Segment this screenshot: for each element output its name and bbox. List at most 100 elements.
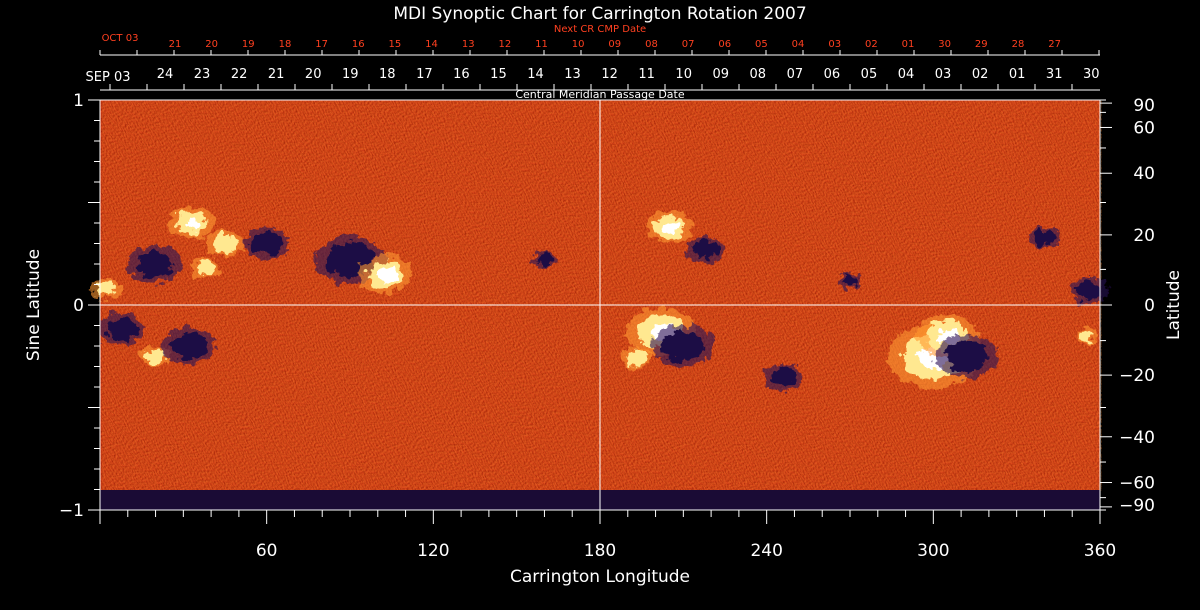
cmp-tick-label: 21 (268, 67, 285, 82)
y-left-tick-label: 1 (73, 91, 84, 111)
y-left-tick-label: 0 (73, 296, 84, 316)
map-noise-light (102, 101, 1102, 491)
cmp-tick-label: 04 (898, 67, 915, 82)
x-axis-label: Carrington Longitude (510, 567, 690, 587)
y-right-tick-label: 0 (1144, 296, 1155, 316)
next-tick-label: 02 (865, 39, 878, 50)
active-region-core (95, 281, 116, 297)
x-tick-label: 120 (417, 541, 449, 561)
active-region-core (251, 232, 283, 255)
next-tick-label: 15 (389, 39, 402, 50)
cmp-tick-label: 07 (787, 67, 804, 82)
active-region-core (842, 274, 858, 287)
cmp-axis-title: Central Meridian Passage Date (515, 88, 684, 101)
cmp-tick-label: 16 (453, 67, 470, 82)
cmp-tick-label: 10 (675, 67, 692, 82)
next-tick-label: 09 (608, 39, 621, 50)
next-tick-label: 05 (755, 39, 768, 50)
active-region-core (1078, 330, 1094, 342)
cmp-tick-label: 03 (935, 67, 952, 82)
cmp-tick-label: 22 (231, 67, 248, 82)
next-tick-label: 30 (938, 39, 951, 50)
next-tick-label: 13 (462, 39, 475, 50)
next-tick-label: 28 (1012, 39, 1025, 50)
next-tick-label: 03 (828, 39, 841, 50)
cmp-tick-label: 12 (601, 67, 618, 82)
next-tick-label: 08 (645, 39, 658, 50)
active-region-core (770, 367, 797, 387)
active-region-core (212, 234, 238, 253)
active-region-core (145, 348, 166, 364)
cmp-tick-label: 01 (1009, 67, 1026, 82)
x-tick-label: 360 (1084, 541, 1116, 561)
next-tick-label: 20 (205, 39, 218, 50)
active-region-core (170, 332, 208, 360)
cmp-tick-label: 17 (416, 67, 433, 82)
cmp-tick-label: 14 (527, 67, 544, 82)
cmp-date-axis: SEP 03 Central Meridian Passage Date 24 2… (86, 67, 1100, 101)
cmp-tick-label: 02 (972, 67, 989, 82)
y-axis-left-label: Sine Latitude (24, 249, 44, 361)
x-tick-label: 180 (584, 541, 616, 561)
cmp-tick-label: 09 (712, 67, 729, 82)
active-region-core (945, 341, 988, 372)
y-right-tick-label: 90 (1133, 96, 1155, 116)
cmp-tick-label: 23 (194, 67, 211, 82)
y-left-tick-label: −1 (59, 501, 84, 521)
y-axis-right-label: Latitude (1164, 270, 1184, 340)
cmp-tick-label: 19 (342, 67, 359, 82)
next-tick-label: 21 (169, 39, 182, 50)
cmp-tick-label: 20 (305, 67, 322, 82)
active-region-core (692, 240, 719, 260)
next-tick-label: 06 (718, 39, 731, 50)
magnetogram-map (89, 100, 1109, 510)
next-tick-label: 16 (352, 39, 365, 50)
active-region-core (137, 250, 174, 278)
next-axis-start-label: OCT 03 (102, 33, 139, 44)
cmp-tick-label: 06 (824, 67, 841, 82)
x-tick-label: 60 (256, 541, 278, 561)
next-tick-label: 01 (902, 39, 915, 50)
active-region-peak (662, 222, 681, 234)
next-tick-label: 07 (682, 39, 695, 50)
next-tick-label: 11 (535, 39, 548, 50)
active-region-core (1075, 281, 1102, 301)
next-tick-label: 19 (242, 39, 255, 50)
next-tick-label: 27 (1048, 39, 1061, 50)
y-right-tick-label: 40 (1133, 164, 1155, 184)
x-tick-label: 300 (917, 541, 949, 561)
y-right-tick-label: −60 (1119, 474, 1155, 494)
next-tick-label: 17 (315, 39, 328, 50)
cmp-tick-label: 15 (490, 67, 507, 82)
y-right-tick-label: −40 (1119, 428, 1155, 448)
active-region-core (1034, 229, 1055, 245)
active-region-core (662, 330, 705, 362)
next-cr-cmp-axis: OCT 03 Next CR CMP Date 21 20 19 18 17 16 15 14… (99, 24, 1100, 56)
cmp-tick-label: 11 (638, 67, 655, 82)
cmp-tick-label: 31 (1046, 67, 1063, 82)
active-region-core (625, 350, 647, 366)
next-tick-label: 10 (572, 39, 585, 50)
y-right-tick-label: −90 (1119, 496, 1155, 516)
y-right-tick-label: −20 (1119, 366, 1155, 386)
active-region-core (536, 254, 553, 266)
chart-title: MDI Synoptic Chart for Carrington Rotati… (393, 4, 806, 24)
cmp-tick-label: 30 (1083, 67, 1100, 82)
cmp-tick-label: 05 (861, 67, 878, 82)
next-tick-label: 12 (498, 39, 511, 50)
next-tick-label: 04 (792, 39, 805, 50)
cmp-tick-label: 24 (157, 67, 174, 82)
next-tick-label: 14 (425, 39, 438, 50)
x-axis: 60 120 180 240 300 360 (99, 510, 1116, 561)
active-region-core (106, 318, 138, 341)
cmp-tick-label: 08 (750, 67, 767, 82)
active-region-peak (185, 218, 203, 230)
cmp-axis-start-label: SEP 03 (86, 70, 131, 85)
next-axis-title: Next CR CMP Date (554, 24, 646, 35)
y-axis-left: 1 0 −1 (59, 91, 100, 521)
active-region-peak (378, 268, 399, 282)
x-tick-label: 240 (750, 541, 782, 561)
y-right-tick-label: 60 (1133, 118, 1155, 138)
